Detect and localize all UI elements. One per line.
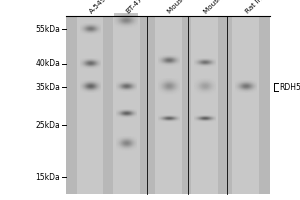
Bar bbox=[190, 16, 218, 194]
Text: 55kDa: 55kDa bbox=[35, 24, 60, 33]
Text: BT-474: BT-474 bbox=[124, 0, 147, 15]
Text: Rat liver: Rat liver bbox=[244, 0, 270, 15]
Text: 40kDa: 40kDa bbox=[35, 60, 60, 68]
Text: 25kDa: 25kDa bbox=[35, 120, 60, 130]
Bar bbox=[112, 16, 140, 194]
Text: 15kDa: 15kDa bbox=[35, 172, 60, 182]
Bar bbox=[66, 16, 270, 194]
Bar bbox=[76, 16, 103, 194]
Text: A-549: A-549 bbox=[88, 0, 108, 15]
Bar bbox=[232, 16, 260, 194]
Text: RDH5: RDH5 bbox=[280, 83, 300, 92]
Text: Mouse liver: Mouse liver bbox=[167, 0, 200, 15]
Text: Mouse kidney: Mouse kidney bbox=[202, 0, 242, 15]
Text: 35kDa: 35kDa bbox=[35, 83, 60, 92]
Bar bbox=[154, 16, 182, 194]
